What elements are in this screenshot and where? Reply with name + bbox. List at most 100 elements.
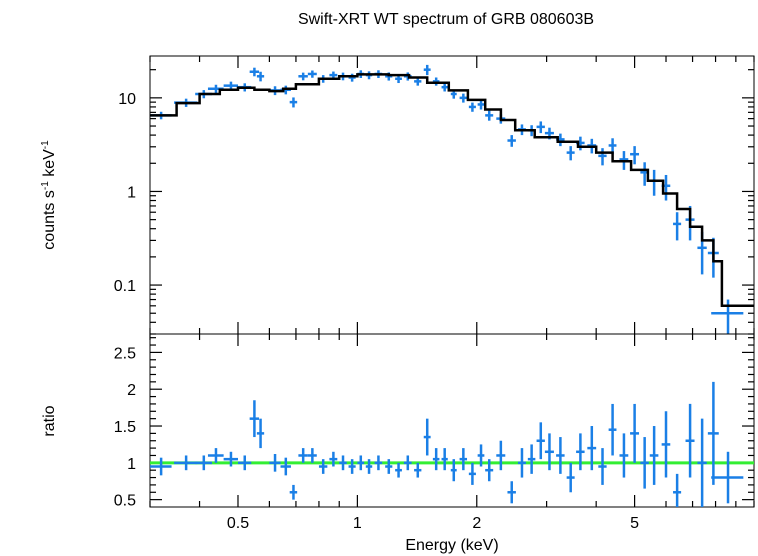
data-point: [544, 433, 554, 471]
y-label-text: counts s: [41, 190, 58, 250]
y-label-sup: -1: [40, 181, 51, 190]
data-point: [517, 448, 526, 478]
data-point: [150, 457, 172, 476]
upper-panel-frame: [149, 55, 755, 335]
data-point: [619, 433, 629, 478]
data-point: [496, 440, 506, 471]
data-point: [598, 448, 607, 485]
lower-panel-frame: [149, 333, 755, 508]
data-point: [357, 455, 365, 471]
data-point: [608, 403, 617, 456]
data-point: [556, 437, 565, 474]
x-axis-label: Energy (keV): [405, 537, 498, 554]
data-point: [640, 437, 649, 489]
x-tick-label: 0.5: [227, 515, 249, 532]
data-point: [459, 448, 468, 471]
data-point: [289, 484, 298, 500]
data-point: [566, 146, 575, 161]
data-point: [237, 455, 252, 471]
y-tick-label: 2: [127, 382, 136, 399]
y-tick-label: 1: [127, 184, 136, 201]
data-point: [673, 473, 682, 507]
data-point: [711, 451, 744, 504]
chart-title: Swift-XRT WT spectrum of GRB 080603B: [298, 11, 594, 28]
upper-y-axis-label: counts s-1 keV-1: [40, 140, 58, 250]
data-point: [403, 455, 412, 471]
data-point: [307, 448, 317, 463]
y-tick-label: 2.5: [114, 345, 136, 362]
y-tick-label: 1.5: [114, 419, 136, 436]
data-point: [450, 459, 457, 482]
data-point: [256, 418, 265, 449]
y-tick-label: 0.1: [114, 278, 136, 295]
y-label-text: keV: [41, 149, 58, 181]
data-point: [414, 77, 422, 86]
data-point: [477, 99, 485, 110]
data-point: [649, 169, 659, 196]
data-point: [256, 71, 265, 82]
data-point: [673, 212, 682, 241]
x-tick-label: 1: [353, 515, 362, 532]
y-tick-label: 0.5: [114, 493, 136, 510]
upper-y-tick-labels: 0.1 1 10: [114, 91, 136, 295]
data-point: [289, 97, 298, 108]
data-point: [414, 462, 422, 478]
data-point: [598, 148, 607, 166]
data-point: [318, 459, 328, 474]
data-point: [485, 110, 494, 121]
data-point: [207, 448, 224, 463]
data-point: [280, 457, 291, 476]
data-point: [468, 462, 476, 485]
y-tick-label: 1: [127, 456, 136, 473]
data-point: [298, 72, 308, 81]
data-point: [630, 146, 640, 165]
data-point: [685, 403, 695, 478]
data-point: [527, 444, 536, 474]
lower-ticks: [149, 334, 755, 507]
x-tick-label: 2: [472, 515, 481, 532]
data-point: [649, 426, 659, 485]
data-point: [441, 448, 448, 471]
x-tick-labels: 0.5 1 2 5: [227, 515, 639, 532]
data-point: [374, 455, 383, 471]
data-point: [536, 422, 545, 460]
data-point: [298, 448, 308, 463]
data-point: [441, 83, 448, 92]
lower-data-points: [150, 381, 744, 507]
data-point: [423, 418, 431, 456]
data-point: [249, 67, 260, 77]
data-point: [661, 411, 671, 478]
data-point: [385, 459, 393, 474]
data-point: [459, 93, 468, 103]
data-point: [707, 381, 719, 485]
data-point: [423, 64, 431, 76]
data-point: [566, 462, 575, 493]
data-point: [329, 451, 338, 467]
data-point: [507, 135, 516, 147]
data-point: [249, 400, 260, 438]
data-point: [630, 403, 640, 463]
upper-ticks: [149, 56, 755, 335]
data-point: [195, 455, 213, 471]
x-tick-label: 5: [630, 515, 639, 532]
data-point: [576, 433, 585, 471]
data-point: [223, 451, 238, 467]
upper-data-points: [150, 64, 744, 334]
data-point: [507, 481, 516, 504]
data-point: [365, 459, 373, 474]
data-point: [432, 448, 440, 471]
y-tick-label: 10: [118, 91, 136, 108]
data-point: [587, 426, 597, 471]
data-point: [536, 121, 545, 134]
data-point: [485, 459, 494, 482]
data-point: [348, 73, 356, 82]
lower-y-tick-labels: 0.5 1 1.5 2 2.5: [114, 345, 136, 509]
data-point: [468, 102, 476, 112]
y-label-sup: -1: [40, 140, 51, 149]
data-point: [307, 70, 317, 78]
data-point: [477, 444, 485, 467]
data-point: [697, 418, 707, 507]
data-point: [395, 462, 402, 478]
lower-panel: 0.5 1 1.5 2 2.5 ratio: [41, 333, 755, 510]
